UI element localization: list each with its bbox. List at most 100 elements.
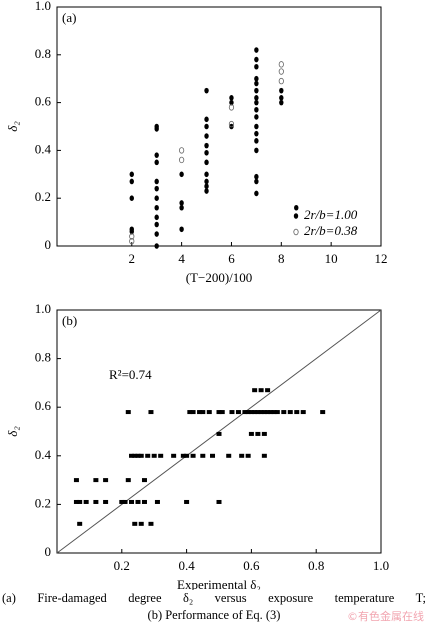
y-tick-label: 0.6 xyxy=(35,398,52,413)
point xyxy=(129,453,135,458)
y-tick-label: 1.0 xyxy=(35,0,51,13)
point xyxy=(154,178,159,185)
caption: (a) Fire-damaged degree δ₂ versus exposu… xyxy=(2,590,426,624)
point xyxy=(154,214,159,221)
point xyxy=(242,410,248,415)
y-tick-label: 0.4 xyxy=(35,141,52,156)
x-tick-label: 12 xyxy=(375,251,388,266)
point xyxy=(294,410,300,415)
point xyxy=(229,123,234,130)
point xyxy=(204,123,209,130)
point xyxy=(248,431,254,436)
panel-label: (b) xyxy=(62,313,77,328)
point xyxy=(122,499,128,504)
point xyxy=(226,453,232,458)
point xyxy=(254,56,259,63)
point xyxy=(254,47,259,53)
point xyxy=(254,123,259,130)
point xyxy=(278,77,284,85)
point xyxy=(281,410,287,415)
legend-marker xyxy=(293,228,299,236)
x-tick-label: 4 xyxy=(178,251,185,266)
x-axis-label: (T−200)/100 xyxy=(186,270,253,285)
point xyxy=(245,453,251,458)
point xyxy=(265,410,271,415)
point xyxy=(187,410,193,415)
x-tick-label: 0.6 xyxy=(243,558,260,573)
point xyxy=(204,149,209,156)
point xyxy=(154,204,159,211)
y-tick-label: 0.8 xyxy=(35,350,51,365)
point xyxy=(278,68,284,75)
point xyxy=(204,188,209,194)
point xyxy=(138,521,144,526)
x-tick-label: 2 xyxy=(129,251,136,266)
caption-line: (a) Fire-damaged degree δ₂ versus exposu… xyxy=(2,591,426,605)
point xyxy=(103,478,109,483)
point xyxy=(254,190,259,197)
point xyxy=(148,521,154,526)
point xyxy=(258,388,264,393)
point xyxy=(125,410,131,415)
point xyxy=(248,410,254,415)
legend-label: 2r/b=1.00 xyxy=(304,207,358,222)
point xyxy=(254,178,259,185)
point xyxy=(279,87,284,94)
point xyxy=(235,410,241,415)
point xyxy=(271,410,277,415)
point xyxy=(216,499,222,504)
figure: 0 0.2 0.4 0.6 0.8 1.0 2 4 6 8 10 12 (T−200)/100 δ₂ (a)… xyxy=(5,0,389,590)
point xyxy=(129,195,134,201)
point xyxy=(119,499,125,504)
point xyxy=(229,95,234,101)
point xyxy=(179,147,185,154)
point xyxy=(216,410,222,415)
point xyxy=(300,410,306,415)
point xyxy=(279,99,284,106)
point xyxy=(129,178,134,185)
point xyxy=(135,499,141,504)
point xyxy=(190,453,196,458)
point xyxy=(179,226,184,233)
point xyxy=(148,410,154,415)
y-axis-label: δ₂ xyxy=(5,426,20,437)
x-tick-label: 8 xyxy=(278,251,285,266)
point xyxy=(216,431,222,436)
point xyxy=(132,453,138,458)
caption-line: (b) Performance of Eq. (3) xyxy=(147,608,281,622)
legend-marker xyxy=(293,213,299,219)
point xyxy=(132,521,138,526)
point xyxy=(154,231,159,237)
point xyxy=(254,63,259,70)
point xyxy=(200,453,206,458)
point xyxy=(252,388,258,393)
point xyxy=(261,410,267,415)
point xyxy=(77,499,83,504)
point xyxy=(245,410,251,415)
point xyxy=(141,499,147,504)
point xyxy=(145,453,151,458)
point xyxy=(204,142,209,149)
point xyxy=(73,478,79,483)
x-axis-label: Experimental δ₂ xyxy=(177,577,261,590)
point xyxy=(154,243,159,249)
plot-frame xyxy=(56,6,382,247)
point xyxy=(254,75,259,82)
point xyxy=(138,453,144,458)
point xyxy=(254,147,259,154)
y-tick-label: 0.2 xyxy=(35,189,51,204)
point xyxy=(179,204,184,211)
x-tick-label: 0.4 xyxy=(178,558,195,573)
point xyxy=(278,61,284,68)
point xyxy=(154,221,159,228)
point xyxy=(254,130,259,137)
point xyxy=(254,173,259,180)
y-tick-label: 1.0 xyxy=(35,301,51,316)
point xyxy=(254,99,259,106)
point xyxy=(265,388,271,393)
point xyxy=(255,431,261,436)
x-tick-label: 0.8 xyxy=(308,558,324,573)
point xyxy=(204,171,209,178)
watermark: ©有色金属在线 xyxy=(347,610,424,623)
